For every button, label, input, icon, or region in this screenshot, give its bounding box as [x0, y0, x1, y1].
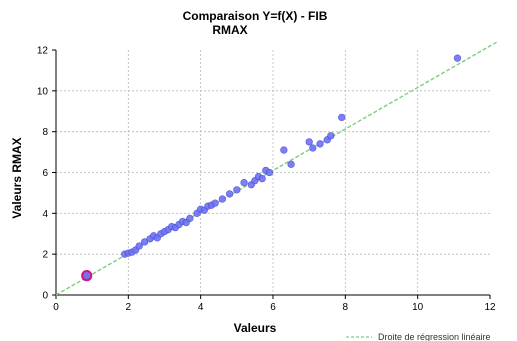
x-tick-label: 12 [484, 302, 496, 313]
data-point [135, 242, 143, 250]
data-point [309, 144, 317, 152]
y-tick-label: 12 [37, 46, 49, 57]
data-point [258, 174, 266, 183]
data-point [305, 138, 313, 146]
x-tick-label: 2 [126, 302, 132, 313]
regression-line [55, 41, 498, 296]
y-tick-label: 0 [42, 291, 48, 302]
data-point [453, 54, 462, 62]
chart-title-line2: RMAX [212, 23, 247, 37]
plot-area: 0 2 4 6 8 10 12 0 2 4 6 8 10 12 [37, 41, 498, 313]
x-tick-label: 8 [343, 302, 349, 313]
data-point [280, 146, 288, 154]
data-point [316, 140, 324, 148]
x-tick-label: 4 [198, 302, 204, 313]
y-tick-label: 4 [42, 209, 48, 220]
y-tick-label: 6 [42, 168, 48, 179]
data-point [140, 238, 149, 246]
y-tick-label: 10 [37, 86, 49, 97]
y-tick-label: 2 [42, 250, 48, 261]
x-tick-label: 10 [412, 302, 424, 313]
data-point [218, 195, 227, 203]
x-tick-label: 6 [270, 302, 276, 313]
chart-title-line1: Comparaison Y=f(X) - FIB [183, 9, 328, 23]
data-point [233, 186, 241, 194]
data-point [265, 168, 274, 177]
y-tick-label: 8 [42, 127, 48, 138]
data-point [225, 190, 234, 198]
data-point [240, 179, 248, 187]
data-point [211, 199, 219, 207]
y-axis-label: Valeurs RMAX [10, 137, 24, 218]
legend: Droite de régression linéaire [346, 332, 491, 341]
highlight-point [81, 270, 93, 282]
data-point [338, 113, 346, 122]
x-tick-label: 0 [53, 302, 59, 313]
legend-label: Droite de régression linéaire [378, 332, 491, 341]
x-axis-label: Valeurs [234, 321, 277, 335]
data-point [186, 214, 194, 223]
data-point [287, 160, 295, 168]
data-point [327, 132, 335, 140]
